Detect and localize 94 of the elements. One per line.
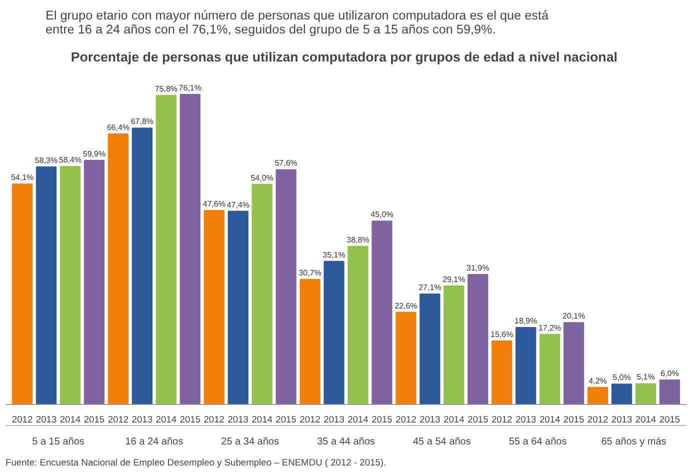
bar: [228, 210, 248, 404]
x-tick-label: 65 años y más: [601, 436, 666, 448]
text: 2013: [611, 414, 632, 424]
data-label: 18,9%: [514, 316, 538, 326]
text: 2015: [276, 414, 296, 424]
x-tick-label: 16 a 24 años: [125, 436, 184, 448]
text: 2013: [324, 414, 344, 424]
bar: [396, 312, 416, 404]
text: 2014: [444, 414, 464, 424]
bar: [156, 95, 176, 404]
data-label: 54,0%: [250, 173, 274, 182]
text: 2014: [60, 414, 81, 424]
data-label: 27,1%: [418, 283, 442, 292]
text: 2014: [539, 414, 560, 424]
x-tick-label: 25 a 34 años: [221, 436, 279, 448]
data-label: 47,4%: [226, 200, 250, 210]
bar: [611, 384, 632, 404]
bar: [372, 220, 392, 404]
bar: [444, 285, 464, 404]
data-label: 59,9%: [82, 149, 106, 158]
text: 2014: [348, 414, 368, 424]
data-label: 38,8%: [346, 235, 370, 244]
text: 2013: [36, 414, 57, 424]
bar: [300, 278, 320, 404]
text: 2014: [252, 414, 272, 424]
chart-subtitle: El grupo etario con mayor número de personas que utilizaron computadora es el que está entre 16 a 24 años con el 76,1%, seguidos del grupo de 5 a 15 años con 59,9%.: [46, 8, 550, 36]
text: 2015: [659, 414, 680, 424]
text: 2015: [84, 414, 105, 424]
text: 2012: [396, 414, 416, 424]
data-label: 5,0%: [612, 373, 631, 382]
x-tick-label: 5 a 15 años: [32, 436, 84, 448]
series-label: 2012: [491, 414, 512, 424]
data-label: 20,1%: [562, 312, 586, 321]
bar: [180, 94, 200, 404]
data-label: 57,6%: [274, 158, 298, 168]
bar: [635, 383, 656, 404]
data-label: 30,7%: [298, 268, 322, 278]
bar: [539, 334, 560, 404]
data-label: 47,6%: [202, 199, 226, 208]
text: 2013: [228, 414, 248, 424]
data-label: 45,0%: [370, 210, 394, 220]
series-label: 2013: [515, 414, 536, 424]
bar: [36, 166, 57, 404]
data-label: 67,8%: [130, 117, 154, 126]
x-tick-label: 35 a 44 años: [317, 436, 375, 448]
bar: [108, 133, 129, 404]
text: 2015: [468, 414, 488, 424]
data-label: 15,6%: [490, 330, 514, 339]
data-label: 5,1%: [636, 372, 655, 382]
text: 2012: [204, 414, 225, 424]
bar: [324, 260, 344, 404]
bar: [12, 183, 33, 404]
bar: [276, 169, 296, 404]
data-label: 58,4%: [58, 155, 82, 164]
data-label: 76,1%: [178, 83, 202, 92]
text: 2015: [180, 414, 201, 424]
bar: [252, 184, 272, 404]
bar: [204, 210, 224, 404]
x-tick-label: 45 a 54 años: [413, 436, 471, 448]
bar: [516, 326, 536, 404]
bar: [587, 386, 608, 404]
text: 2012: [108, 414, 129, 424]
bar: [468, 274, 488, 404]
text: 2013: [420, 414, 440, 424]
data-label: 6,0%: [660, 369, 679, 378]
data-label: 54,1%: [10, 172, 34, 182]
data-label: 35,1%: [322, 250, 346, 260]
data-label: 29,1%: [442, 274, 466, 284]
data-label: 75,8%: [154, 84, 178, 94]
bar: [84, 160, 105, 404]
data-label: 58,3%: [34, 156, 58, 165]
bar: [60, 166, 81, 404]
bar: [492, 340, 512, 404]
text: 2015: [563, 414, 584, 424]
text: 2013: [132, 414, 153, 424]
data-label: 4,2%: [588, 376, 607, 386]
series-label: 2014: [156, 414, 177, 424]
series-label: 2015: [372, 414, 392, 424]
x-tick-label: 55 a 64 años: [508, 436, 567, 448]
bar: [563, 322, 584, 404]
text: 2012: [12, 414, 33, 424]
bar: [659, 380, 680, 404]
bar: [132, 128, 153, 404]
data-label: 22,6%: [394, 301, 418, 310]
text: 2012: [300, 414, 320, 424]
text: 2014: [635, 414, 656, 424]
chart-title: Porcentaje de personas que utilizan computadora por grupos de edad a nivel nacional: [70, 50, 618, 64]
data-label: 66,4%: [106, 122, 130, 132]
data-label: 17,2%: [538, 323, 562, 332]
source-note: Fuente: Encuesta Nacional de Empleo Desempleo y Subempleo – ENEMDU ( 2012 - 2015).: [6, 458, 386, 468]
bar: [348, 246, 368, 404]
text: 2012: [587, 414, 608, 424]
bar: [420, 294, 440, 404]
data-label: 31,9%: [466, 263, 490, 272]
